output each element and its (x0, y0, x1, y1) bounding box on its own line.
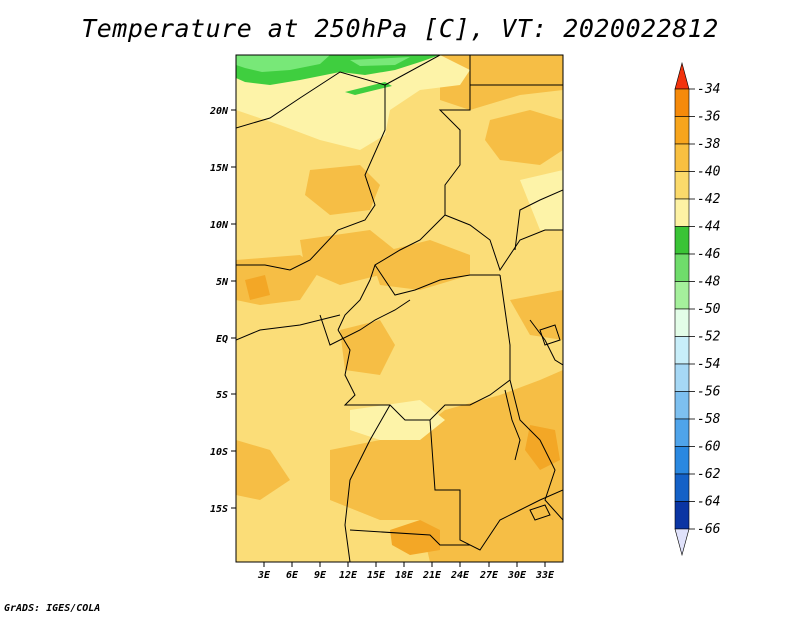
lat-label-20n: 20N (209, 106, 229, 117)
map-title: Temperature at 250hPa [C], VT: 202002281… (81, 14, 719, 43)
colorbar-bottom-arrow (674, 528, 690, 557)
lon-label-6e: 6E (286, 570, 299, 581)
colorbar-label: -50 (697, 302, 721, 317)
map-frame (235, 54, 564, 563)
colorbar-label: -36 (697, 110, 721, 125)
temperature-field-46 (236, 55, 410, 72)
colorbar-swatch (674, 171, 690, 200)
grads-credit: GrADS: IGES/COLA (4, 603, 101, 614)
lon-label-12e: 12E (339, 570, 358, 581)
lon-label-15e: 15E (367, 570, 386, 581)
colorbar-label: -66 (697, 522, 721, 537)
lon-label-30e: 30E (507, 570, 527, 581)
colorbar-label: -52 (697, 330, 721, 345)
latitude-axis: 20N 15N 10N 5N EQ 5S 10S 15S (209, 106, 236, 515)
lat-label-10s: 10S (210, 447, 228, 458)
colorbar-swatch (674, 253, 690, 282)
colorbar-label: -54 (697, 357, 720, 372)
colorbar-label: -40 (697, 165, 721, 180)
lakes (504, 324, 561, 521)
lon-label-27e: 27E (479, 570, 499, 581)
colorbar-label: -64 (697, 495, 720, 510)
colorbar-label: -56 (697, 385, 721, 400)
colorbar-swatch (674, 116, 690, 145)
colorbar-swatch (674, 281, 690, 310)
country-borders (236, 55, 563, 562)
colorbar-label: -34 (697, 82, 720, 97)
lon-label-21e: 21E (422, 570, 442, 581)
lat-label-10n: 10N (210, 220, 229, 231)
colorbar-swatch (674, 473, 690, 502)
colorbar-label: -58 (697, 412, 721, 427)
temperature-field-36 (245, 275, 560, 555)
colorbar-swatch (674, 336, 690, 365)
lat-label-15n: 15N (210, 163, 229, 174)
lon-label-24e: 24E (450, 570, 470, 581)
colorbar-label: -44 (697, 220, 720, 235)
colorbar: -34 -36 -38 -40 -42 -44 -46 -48 -50 -52 -54 -56 -58 -… (674, 61, 721, 557)
colorbar-label: -48 (697, 275, 721, 290)
colorbar-label: -60 (697, 440, 721, 455)
colorbar-label: -38 (697, 137, 721, 152)
colorbar-label: -46 (697, 247, 721, 262)
colorbar-swatch (674, 363, 690, 392)
colorbar-top-arrow (674, 61, 690, 90)
colorbar-swatch (674, 226, 690, 255)
lon-label-3e: 3E (257, 570, 271, 581)
colorbar-swatch (674, 308, 690, 337)
lat-label-5n: 5N (216, 277, 229, 288)
lon-label-9e: 9E (314, 570, 327, 581)
colorbar-swatch (674, 446, 690, 475)
colorbar-swatch (674, 198, 690, 227)
lat-label-eq: EQ (216, 334, 228, 345)
lat-label-5s: 5S (216, 390, 228, 401)
lon-label-33e: 33E (535, 570, 555, 581)
colorbar-label: -42 (697, 192, 721, 207)
colorbar-swatch (674, 501, 690, 530)
longitude-axis: 3E 6E 9E 12E 15E 18E 21E 24E 27E 30E 33E (257, 562, 555, 581)
lon-label-18e: 18E (395, 570, 414, 581)
colorbar-swatch (674, 143, 690, 172)
colorbar-swatch (674, 418, 690, 447)
colorbar-label: -62 (697, 467, 721, 482)
lat-label-15s: 15S (210, 504, 228, 515)
colorbar-swatch (674, 88, 690, 117)
colorbar-swatch (674, 391, 690, 420)
map-panel: 20N 15N 10N 5N EQ 5S 10S 15S 3E 6E 9E 12… (209, 54, 564, 581)
